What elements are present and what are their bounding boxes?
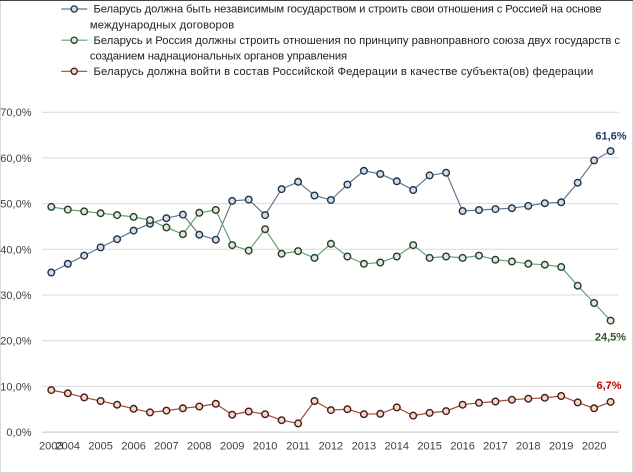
svg-text:созданием наднациональных орга: созданием наднациональных органов управл…: [90, 51, 347, 63]
svg-text:24,5%: 24,5%: [595, 331, 626, 343]
svg-text:Беларусь должна быть независим: Беларусь должна быть независимым государ…: [94, 4, 602, 16]
svg-text:Беларусь и Россия должны строи: Беларусь и Россия должны строить отношен…: [94, 35, 621, 47]
svg-text:2018: 2018: [516, 441, 540, 453]
svg-text:2004: 2004: [56, 441, 80, 453]
svg-text:Беларусь должна войти в состав: Беларусь должна войти в состав Российско…: [94, 66, 594, 78]
svg-text:6,7%: 6,7%: [596, 380, 621, 392]
svg-text:0,0%: 0,0%: [6, 427, 31, 439]
svg-text:2007: 2007: [154, 441, 178, 453]
svg-text:2019: 2019: [549, 441, 573, 453]
svg-text:2016: 2016: [450, 441, 474, 453]
svg-text:60,0%: 60,0%: [0, 153, 31, 165]
svg-text:70,0%: 70,0%: [0, 107, 31, 119]
svg-text:2008: 2008: [187, 441, 211, 453]
svg-text:40,0%: 40,0%: [0, 244, 31, 256]
svg-text:50,0%: 50,0%: [0, 199, 31, 211]
svg-text:2020: 2020: [582, 441, 606, 453]
svg-text:2005: 2005: [88, 441, 112, 453]
svg-text:2011: 2011: [286, 441, 310, 453]
svg-text:2010: 2010: [253, 441, 277, 453]
svg-text:61,6%: 61,6%: [595, 131, 626, 143]
svg-text:2013: 2013: [352, 441, 376, 453]
svg-text:10,0%: 10,0%: [0, 381, 31, 393]
svg-text:международных договоров: международных договоров: [90, 19, 234, 31]
svg-text:20,0%: 20,0%: [0, 336, 31, 348]
svg-text:2015: 2015: [417, 441, 441, 453]
svg-text:2014: 2014: [385, 441, 409, 453]
svg-text:2017: 2017: [483, 441, 507, 453]
svg-text:2012: 2012: [319, 441, 343, 453]
svg-text:2006: 2006: [121, 441, 145, 453]
svg-text:30,0%: 30,0%: [0, 290, 31, 302]
svg-text:2003: 2003: [39, 441, 63, 453]
svg-text:2009: 2009: [220, 441, 244, 453]
